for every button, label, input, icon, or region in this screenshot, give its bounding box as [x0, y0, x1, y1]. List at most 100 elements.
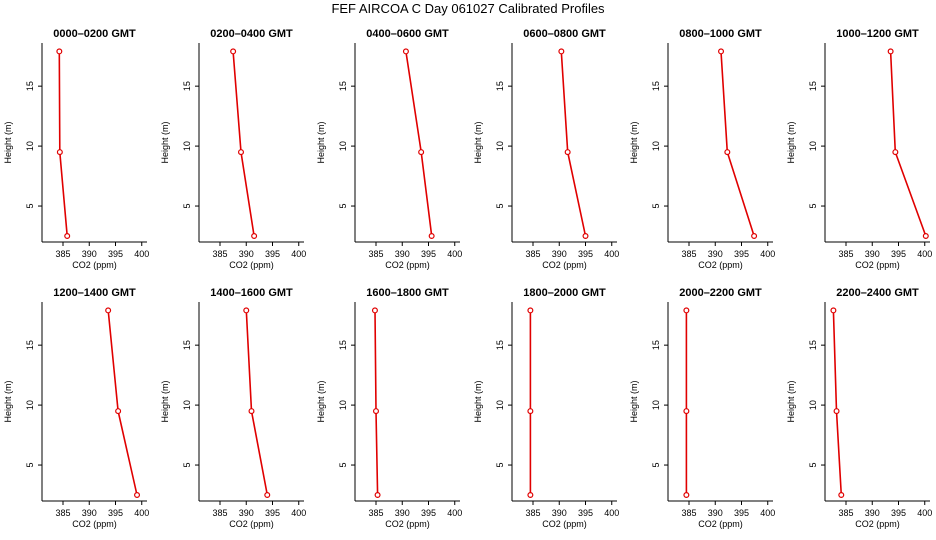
x-tick-label: 385 [368, 249, 383, 259]
x-tick-label: 400 [604, 249, 619, 259]
profile-panel-12: 2200–2400 GMT 385 390 395 400 5 10 15 CO2 (ppm) H… [786, 287, 932, 529]
profile-line [560, 51, 587, 237]
data-point [683, 492, 690, 499]
data-point [243, 307, 250, 314]
y-tick-label: 10 [338, 141, 348, 151]
y-tick-label: 15 [25, 340, 35, 350]
y-tick-label: 5 [651, 204, 661, 209]
y-tick-label: 15 [495, 340, 505, 350]
y-tick-label: 5 [338, 204, 348, 209]
y-tick-label: 15 [182, 340, 192, 350]
panel-title: 0200–0400 GMT [210, 28, 293, 40]
x-tick-label: 395 [421, 508, 436, 518]
profile-line [58, 51, 68, 237]
y-tick-label: 10 [182, 141, 192, 151]
x-axis-title: CO2 (ppm) [542, 519, 587, 529]
y-tick-label: 5 [182, 463, 192, 468]
profile-line [832, 310, 843, 496]
panel-title: 0800–1000 GMT [679, 28, 762, 40]
y-tick-label: 10 [25, 400, 35, 410]
x-tick-label: 400 [760, 249, 775, 259]
profile-panel-8: 1400–1600 GMT 385 390 395 400 5 10 15 CO2 (ppm) H… [160, 287, 306, 529]
profile-line [232, 51, 255, 237]
y-tick-label: 5 [25, 463, 35, 468]
profile-line [245, 310, 269, 496]
profile-panel-2: 0200–0400 GMT 385 390 395 400 5 10 15 CO2 (ppm) H… [160, 28, 306, 270]
x-tick-label: 390 [708, 249, 723, 259]
panel-title: 2000–2200 GMT [679, 287, 762, 299]
y-axis-title: Height (m) [629, 380, 639, 422]
profile-line [107, 310, 138, 496]
y-tick-label: 10 [495, 400, 505, 410]
y-tick-label: 15 [651, 81, 661, 91]
x-tick-label: 385 [212, 508, 227, 518]
x-tick-label: 390 [82, 249, 97, 259]
x-tick-label: 400 [134, 508, 149, 518]
y-tick-label: 10 [338, 400, 348, 410]
x-tick-label: 385 [525, 249, 540, 259]
profile-panel-10: 1800–2000 GMT 385 390 395 400 5 10 15 CO2 (ppm) H… [473, 287, 619, 529]
data-point [558, 48, 565, 55]
y-tick-label: 15 [651, 340, 661, 350]
x-axis-title: CO2 (ppm) [385, 519, 430, 529]
data-point [373, 408, 380, 415]
profile-line [720, 51, 755, 237]
y-axis-title: Height (m) [160, 380, 170, 422]
x-tick-label: 395 [265, 508, 280, 518]
x-tick-label: 395 [734, 249, 749, 259]
y-axis-title: Height (m) [629, 121, 639, 163]
x-tick-label: 395 [265, 249, 280, 259]
profile-line [405, 51, 433, 237]
y-tick-label: 15 [495, 81, 505, 91]
profile-panel-11: 2000–2200 GMT 385 390 395 400 5 10 15 CO2 (ppm) H… [629, 287, 775, 529]
data-point [751, 233, 758, 240]
x-tick-label: 395 [108, 249, 123, 259]
figure-title: FEF AIRCOA C Day 061027 Calibrated Profi… [331, 1, 605, 16]
x-axis-title: CO2 (ppm) [72, 260, 117, 270]
data-point [582, 233, 589, 240]
data-point [238, 149, 245, 156]
x-tick-label: 385 [838, 508, 853, 518]
y-axis-title: Height (m) [160, 121, 170, 163]
x-tick-label: 400 [604, 508, 619, 518]
x-tick-label: 395 [108, 508, 123, 518]
data-point [683, 408, 690, 415]
x-axis-title: CO2 (ppm) [855, 519, 900, 529]
panel-title: 2200–2400 GMT [836, 287, 919, 299]
data-point [527, 408, 534, 415]
y-axis-title: Height (m) [786, 121, 796, 163]
x-tick-label: 400 [917, 508, 932, 518]
y-tick-label: 15 [808, 340, 818, 350]
data-point [248, 408, 255, 415]
data-point [887, 48, 894, 55]
data-point [374, 492, 381, 499]
x-axis-title: CO2 (ppm) [72, 519, 117, 529]
y-tick-label: 10 [182, 400, 192, 410]
data-point [830, 307, 837, 314]
x-tick-label: 400 [291, 249, 306, 259]
data-point [527, 492, 534, 499]
x-tick-label: 385 [681, 249, 696, 259]
profile-panel-6: 1000–1200 GMT 385 390 395 400 5 10 15 CO2 (ppm) H… [786, 28, 932, 270]
profile-panel-1: 0000–0200 GMT 385 390 395 400 5 10 15 CO2 (ppm) H… [3, 28, 149, 270]
x-axis-title: CO2 (ppm) [698, 519, 743, 529]
data-point [838, 492, 845, 499]
x-tick-label: 395 [421, 249, 436, 259]
x-tick-label: 390 [552, 249, 567, 259]
data-point [564, 149, 571, 156]
x-tick-label: 385 [368, 508, 383, 518]
x-tick-label: 390 [395, 249, 410, 259]
y-tick-label: 5 [808, 204, 818, 209]
x-tick-label: 390 [239, 508, 254, 518]
x-tick-label: 385 [525, 508, 540, 518]
x-tick-label: 400 [917, 249, 932, 259]
profile-line [374, 310, 379, 496]
y-axis-title: Height (m) [3, 121, 13, 163]
x-tick-label: 400 [447, 249, 462, 259]
x-tick-label: 395 [578, 508, 593, 518]
x-tick-label: 385 [212, 249, 227, 259]
y-tick-label: 5 [182, 204, 192, 209]
data-point [251, 233, 258, 240]
profile-line [889, 51, 927, 237]
